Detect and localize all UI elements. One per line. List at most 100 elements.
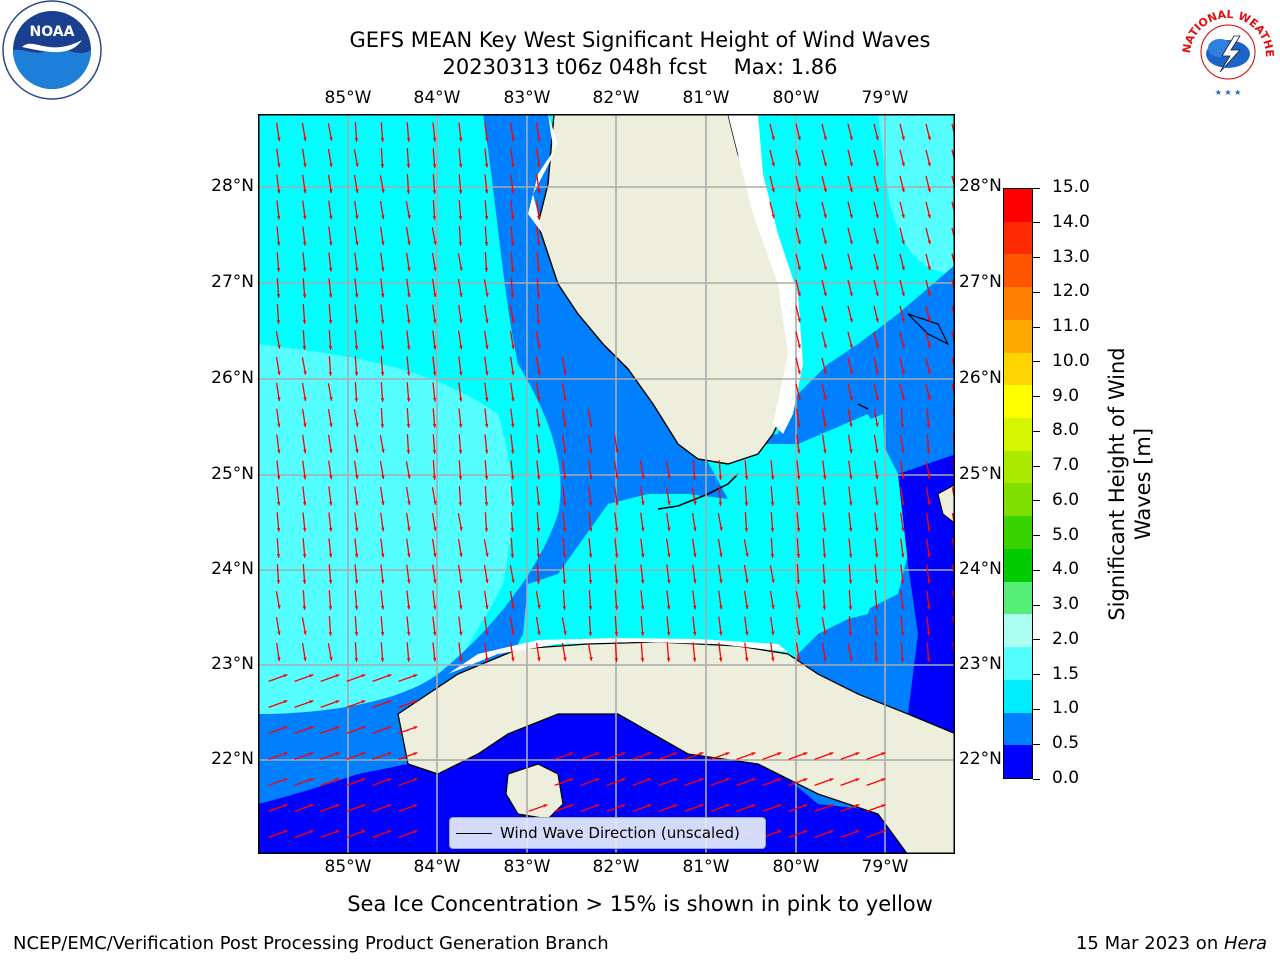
wave-band-0-5: [258, 114, 728, 854]
colorbar-segment: [1004, 319, 1032, 353]
colorbar-tick-mark: [1033, 222, 1040, 224]
wave-band-1-5-east: [878, 114, 955, 274]
colorbar-segment: [1004, 221, 1032, 255]
lat-label-right: 22°N: [959, 749, 1002, 769]
colorbar-tick-mark: [1033, 743, 1040, 745]
lon-label-bottom: 84°W: [413, 857, 461, 877]
colorbar-segment: [1004, 287, 1032, 320]
colorbar-tick-mark: [1033, 291, 1040, 293]
colorbar-tick-mark: [1033, 257, 1040, 259]
lon-label-top: 81°W: [682, 88, 730, 108]
colorbar-tick-label: 9.0: [1052, 385, 1080, 406]
nws-logo: NATIONAL WEATHER SERVICE ★ ★ ★: [1176, 0, 1277, 99]
colorbar-tick-label: 15.0: [1052, 177, 1090, 197]
map-gridlines: [258, 114, 955, 854]
noaa-logo-text: NOAA: [30, 24, 75, 40]
florida-keys: [657, 473, 739, 510]
colorbar-tick-mark: [1033, 569, 1040, 571]
colorbar-segment: [1004, 516, 1032, 549]
colorbar-tick-mark: [1033, 430, 1040, 432]
wave-band-1-5: [258, 344, 512, 814]
colorbar-tick-label: 14.0: [1052, 211, 1090, 232]
cuba-land: [397, 641, 955, 854]
colorbar-segment: [1004, 483, 1032, 517]
colorbar-tick-mark: [1033, 326, 1040, 328]
lat-label-left: 24°N: [211, 559, 254, 579]
colorbar-tick-label: 4.0: [1052, 559, 1080, 580]
map-legend: Wind Wave Direction (unscaled): [449, 817, 766, 849]
colorbar-segment: [1004, 548, 1032, 582]
lat-label-left: 25°N: [211, 464, 254, 484]
footer-branch: NCEP/EMC/Verification Post Processing Pr…: [13, 933, 609, 954]
noaa-logo: NOAA: [2, 0, 102, 100]
lat-label-left: 27°N: [211, 272, 254, 292]
chart-subtitle: 20230313 t06z 048h fcst Max: 1.86: [442, 55, 838, 79]
colorbar-tick-label: 5.0: [1052, 524, 1080, 545]
lat-label-left: 26°N: [211, 368, 254, 388]
lat-label-left: 28°N: [211, 176, 254, 196]
colorbar-tick-mark: [1033, 535, 1040, 537]
colorbar-tick-mark: [1033, 708, 1040, 710]
lon-label-bottom: 83°W: [503, 857, 551, 877]
colorbar-tick-label: 6.0: [1052, 489, 1080, 510]
colorbar-tick-label: 3.0: [1052, 594, 1080, 615]
colorbar-tick-label: 2.0: [1052, 628, 1080, 649]
chart-title: GEFS MEAN Key West Significant Height of…: [349, 28, 931, 52]
colorbar-tick-label: 7.0: [1052, 455, 1080, 476]
colorbar-tick-label: 11.0: [1052, 316, 1090, 337]
colorbar-tick-label: 12.0: [1052, 281, 1090, 302]
lon-label-top: 82°W: [592, 88, 640, 108]
colorbar-segment: [1004, 189, 1032, 222]
colorbar-segment: [1004, 254, 1032, 288]
lat-label-left: 22°N: [211, 749, 254, 769]
footer-machine: Hera: [1223, 933, 1267, 954]
colorbar-tick-mark: [1033, 187, 1040, 189]
lat-label-right: 28°N: [959, 176, 1002, 196]
colorbar-title: Significant Height of Wind Waves [m]: [1105, 347, 1155, 621]
map-frame: [258, 114, 955, 854]
lon-label-bottom: 81°W: [682, 857, 730, 877]
lon-label-top: 79°W: [861, 88, 909, 108]
colorbar-tick-mark: [1033, 500, 1040, 502]
lon-label-top: 80°W: [772, 88, 820, 108]
colorbar: [1003, 188, 1033, 779]
colorbar-tick-mark: [1033, 639, 1040, 641]
colorbar-tick-mark: [1033, 361, 1040, 363]
colorbar-segment: [1004, 581, 1032, 615]
colorbar-segment: [1004, 712, 1032, 746]
lat-label-right: 23°N: [959, 654, 1002, 674]
colorbar-tick-label: 1.5: [1052, 663, 1080, 684]
sea-ice-caption: Sea Ice Concentration > 15% is shown in …: [347, 892, 933, 916]
colorbar-segment: [1004, 385, 1032, 419]
lat-label-right: 25°N: [959, 464, 1002, 484]
colorbar-tick-label: 10.0: [1052, 350, 1090, 371]
lon-label-top: 84°W: [413, 88, 461, 108]
lat-label-right: 27°N: [959, 272, 1002, 292]
lat-label-left: 23°N: [211, 654, 254, 674]
colorbar-tick-label: 13.0: [1052, 246, 1090, 267]
colorbar-tick-mark: [1033, 674, 1040, 676]
colorbar-tick-label: 1.0: [1052, 698, 1080, 719]
colorbar-tick-mark: [1033, 604, 1040, 606]
colorbar-tick-label: 0.5: [1052, 733, 1080, 754]
colorbar-segment: [1004, 352, 1032, 386]
legend-label: Wind Wave Direction (unscaled): [500, 824, 740, 842]
colorbar-tick-mark: [1033, 778, 1040, 780]
colorbar-segment: [1004, 745, 1032, 778]
lon-label-bottom: 85°W: [324, 857, 372, 877]
colorbar-segment: [1004, 418, 1032, 451]
colorbar-tick-label: 0.0: [1052, 768, 1080, 788]
lon-label-bottom: 80°W: [772, 857, 820, 877]
colorbar-tick-label: 8.0: [1052, 420, 1080, 441]
svg-text:★ ★ ★: ★ ★ ★: [1215, 88, 1242, 97]
lon-label-bottom: 79°W: [861, 857, 909, 877]
colorbar-tick-mark: [1033, 396, 1040, 398]
colorbar-segment: [1004, 614, 1032, 648]
colorbar-segment: [1004, 647, 1032, 680]
legend-line-icon: [456, 832, 492, 834]
colorbar-tick-mark: [1033, 465, 1040, 467]
lon-label-top: 85°W: [324, 88, 372, 108]
wave-height-map: [258, 114, 955, 854]
footer-date: 15 Mar 2023 on Hera: [1075, 933, 1267, 954]
lat-label-right: 24°N: [959, 559, 1002, 579]
